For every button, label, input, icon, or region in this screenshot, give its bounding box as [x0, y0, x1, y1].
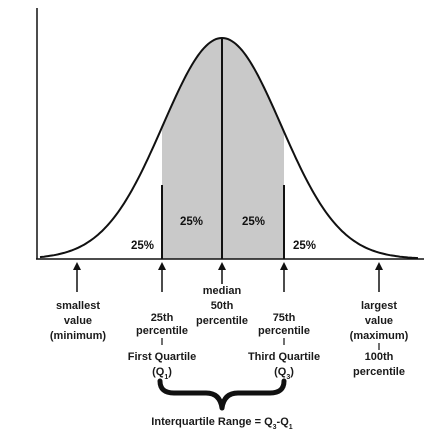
interquartile-brace [157, 378, 287, 411]
median-label-line3: percentile [196, 315, 248, 327]
maximum-label-line4: 100th [365, 351, 394, 363]
q3-right-percent: 25% [242, 216, 265, 228]
maximum-label-line2: value [365, 315, 393, 327]
iqr-label: Interquartile Range = Q3-Q1 [151, 416, 292, 431]
q2-left-percent: 25% [180, 216, 203, 228]
minimum-label-line2: value [64, 315, 92, 327]
iqr-sub2: 1 [289, 424, 293, 431]
left-tail-percent: 25% [131, 240, 154, 252]
q1-symbol-sub: 1 [164, 374, 168, 381]
q3-symbol-close: ) [290, 366, 294, 378]
median-label-line1: median [203, 285, 242, 297]
bell-curve [39, 36, 419, 260]
minimum-label-line1: smallest [56, 300, 100, 312]
q1-symbol-open: (Q [152, 366, 165, 378]
maximum-label-line3: (maximum) [350, 330, 409, 342]
right-tail-percent: 25% [293, 240, 316, 252]
q3-symbol-sub: 3 [286, 374, 290, 381]
maximum-label-line5: percentile [353, 366, 405, 378]
maximum-label-line1: largest [361, 300, 397, 312]
q1-symbol: (Q1) [152, 366, 172, 381]
q3-label-line2: percentile [258, 325, 310, 337]
q3-name: Third Quartile [248, 351, 320, 363]
q1-label-line2: percentile [136, 325, 188, 337]
q3-label-line1: 75th [273, 312, 296, 324]
iqr-dash: -Q [277, 416, 290, 428]
minimum-label-line3: (minimum) [50, 330, 107, 342]
q1-symbol-close: ) [168, 366, 172, 378]
iqr-label-text: Interquartile Range = Q [151, 416, 273, 428]
q3-symbol: (Q3) [274, 366, 294, 381]
iqr-sub1: 3 [273, 424, 277, 431]
q1-label-line1: 25th [151, 312, 174, 324]
q1-name: First Quartile [128, 351, 196, 363]
median-label-line2: 50th [211, 300, 234, 312]
q3-symbol-open: (Q [274, 366, 287, 378]
